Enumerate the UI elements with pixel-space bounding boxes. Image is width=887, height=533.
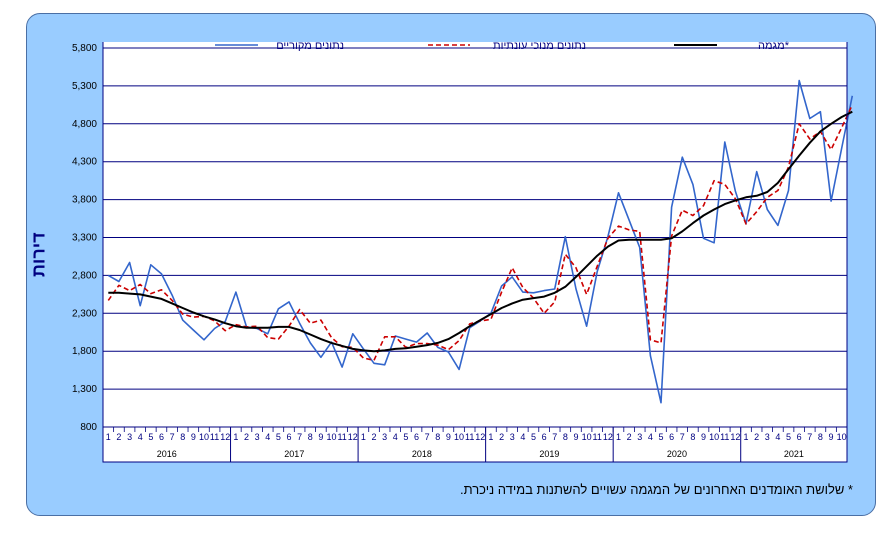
y-tick-label: 3,300 [72,233,97,244]
y-tick-label: 5,300 [72,81,97,92]
x-month-label: 10 [582,432,592,442]
x-month-label: 7 [297,432,302,442]
x-year-label: 2018 [412,449,432,459]
x-month-label: 6 [286,432,291,442]
x-year-label: 2020 [667,449,687,459]
x-month-label: 2 [244,432,249,442]
x-month-label: 2 [116,432,121,442]
y-tick-label: 2,300 [72,308,97,319]
x-year-label: 2019 [539,449,559,459]
x-axis-band [102,426,848,463]
x-month-label: 8 [308,432,313,442]
plot-area [103,42,847,427]
x-month-label: 9 [573,432,578,442]
x-month-label: 8 [690,432,695,442]
x-month-label: 8 [818,432,823,442]
x-month-label: 4 [265,432,270,442]
x-month-label: 3 [382,432,387,442]
x-month-label: 11 [465,432,474,442]
x-month-label: 1 [488,432,493,442]
x-month-label: 7 [807,432,812,442]
x-month-label: 7 [552,432,557,442]
x-month-label: 10 [327,432,337,442]
x-month-label: 2 [627,432,632,442]
x-month-label: 12 [220,432,230,442]
x-month-label: 10 [709,432,719,442]
y-axis-label: דירות [28,232,49,277]
x-month-label: 3 [510,432,515,442]
x-month-label: 10 [199,432,209,442]
x-month-label: 11 [210,432,219,442]
x-month-label: 3 [255,432,260,442]
x-month-label: 4 [648,432,653,442]
x-month-label: 2 [372,432,377,442]
x-month-label: 8 [180,432,185,442]
x-month-label: 6 [542,432,547,442]
x-month-label: 11 [593,432,602,442]
x-month-label: 5 [276,432,281,442]
x-month-label: 4 [138,432,143,442]
x-month-label: 7 [170,432,175,442]
x-month-label: 5 [658,432,663,442]
x-month-label: 11 [337,432,346,442]
x-month-label: 3 [765,432,770,442]
x-year-label: 2016 [157,449,177,459]
x-month-label: 1 [616,432,621,442]
x-month-label: 5 [531,432,536,442]
x-month-label: 5 [403,432,408,442]
x-month-label: 1 [106,432,111,442]
x-month-label: 12 [348,432,358,442]
x-month-label: 6 [159,432,164,442]
x-month-label: 2 [754,432,759,442]
x-month-label: 10 [454,432,464,442]
x-month-label: 7 [680,432,685,442]
x-month-label: 4 [520,432,525,442]
x-month-label: 9 [829,432,834,442]
y-tick-label: 4,800 [72,119,97,130]
y-tick-label: 2,800 [72,270,97,281]
y-tick-label: 3,800 [72,195,97,206]
x-month-label: 1 [361,432,366,442]
x-month-label: 9 [191,432,196,442]
y-tick-label: 800 [80,422,97,433]
x-year-label: 2021 [784,449,804,459]
x-month-label: 12 [730,432,740,442]
x-month-label: 8 [563,432,568,442]
x-month-label: 9 [318,432,323,442]
x-month-label: 6 [669,432,674,442]
legend-label: נתונים מנוכי עונתיות [493,40,586,52]
footnote: * שלושת האומדנים האחרונים של המגמה עשויי… [460,482,853,497]
legend-label: מגמה* [758,40,790,52]
x-month-label: 9 [446,432,451,442]
x-month-label: 12 [475,432,485,442]
x-month-label: 3 [127,432,132,442]
x-month-label: 6 [414,432,419,442]
x-month-label: 5 [786,432,791,442]
x-month-label: 12 [603,432,613,442]
y-tick-label: 5,800 [72,43,97,54]
x-month-label: 10 [837,432,847,442]
x-month-label: 4 [775,432,780,442]
x-month-label: 9 [701,432,706,442]
x-month-label: 1 [233,432,238,442]
y-tick-label: 4,300 [72,157,97,168]
y-tick-label: 1,300 [72,384,97,395]
x-year-label: 2017 [284,449,304,459]
x-month-label: 2 [499,432,504,442]
legend-label: נתונים מקוריים [276,40,344,52]
x-month-label: 3 [637,432,642,442]
x-month-label: 5 [148,432,153,442]
x-month-label: 11 [720,432,729,442]
y-tick-label: 1,800 [72,346,97,357]
x-month-label: 8 [435,432,440,442]
x-month-label: 7 [425,432,430,442]
x-month-label: 4 [393,432,398,442]
x-month-label: 6 [797,432,802,442]
x-month-label: 1 [744,432,749,442]
